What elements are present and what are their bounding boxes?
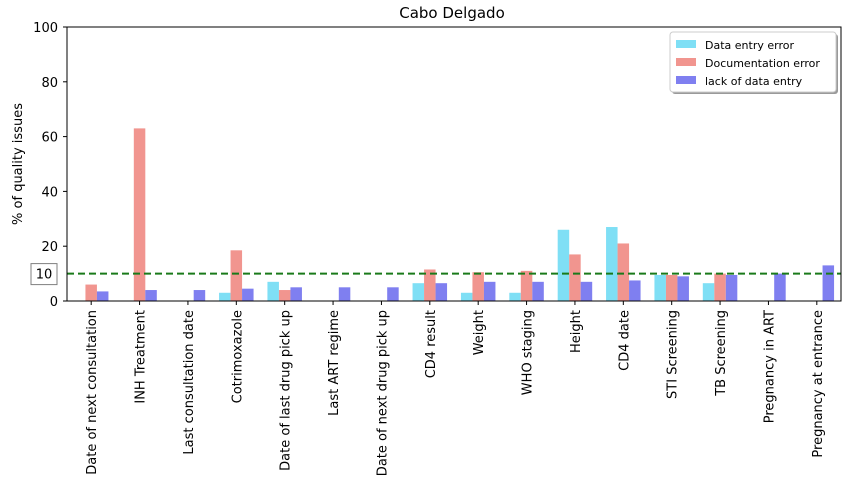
legend-swatch-1 (676, 40, 696, 48)
legend: Data entry error Documentation error lack … (669, 31, 838, 94)
bar-1-12 (606, 227, 618, 301)
chart-title: Cabo Delgado (399, 4, 505, 22)
bars-layer (85, 128, 835, 301)
axes-layer: 0 20 40 60 80 100 Date of next consultation INH… (33, 21, 842, 476)
bar-2-13 (665, 274, 678, 301)
y-tick-label: 100 (33, 21, 58, 36)
bar-3-1 (96, 291, 109, 301)
legend-label-3: lack of data entry (705, 75, 803, 88)
y-tick-label: 40 (41, 185, 58, 200)
bar-3-14 (725, 274, 738, 301)
y-tick-label: 60 (41, 131, 58, 146)
bar-2-8 (424, 269, 436, 301)
bar-1-4 (219, 292, 231, 301)
x-tick-label: Cotrimoxazole (230, 310, 245, 403)
x-tick-label: TB Screening (714, 310, 729, 397)
x-tick-label: Pregnancy at entrance (811, 310, 826, 458)
bar-1-8 (412, 283, 425, 301)
x-tick-label: CD4 date (617, 310, 632, 371)
x-tick-label: Last ART regime (327, 310, 342, 416)
bar-2-5 (278, 290, 291, 301)
bar-2-11 (569, 254, 581, 301)
bar-1-10 (509, 292, 521, 301)
y-tick-label: 0 (50, 295, 58, 310)
bar-1-5 (267, 281, 279, 301)
bar-3-13 (677, 276, 689, 301)
bar-3-9 (483, 281, 496, 301)
bar-1-13 (654, 274, 666, 301)
legend-label-2: Documentation error (705, 57, 820, 70)
y-axis-label: % of quality issues (11, 103, 26, 225)
x-tick-label: Last consultation date (182, 310, 197, 455)
bar-2-9 (472, 272, 484, 301)
bar-3-5 (290, 287, 302, 301)
bar-3-2 (145, 290, 157, 301)
y-tick-label: 80 (41, 76, 58, 91)
x-tick-label: CD4 result (424, 310, 439, 378)
bar-3-8 (435, 283, 448, 301)
bar-3-12 (629, 280, 641, 301)
bar-2-12 (617, 243, 630, 301)
legend-label-1: Data entry error (705, 39, 794, 52)
bar-2-10 (520, 270, 533, 301)
bar-2-14 (714, 273, 726, 301)
bar-2-4 (230, 250, 243, 301)
legend-box (669, 31, 837, 93)
bar-3-6 (338, 287, 351, 301)
bar-1-14 (702, 283, 715, 301)
bar-3-16 (822, 265, 835, 301)
bar-1-9 (460, 292, 473, 301)
bar-3-10 (532, 281, 544, 301)
x-tick-label: Date of last drug pick up (279, 310, 294, 471)
x-tick-label: Pregnancy in ART (762, 310, 777, 423)
reference-line-label: 10 (36, 268, 53, 283)
reference-line-layer: 10 (30, 263, 841, 286)
plot-frame (66, 26, 842, 302)
bar-3-4 (242, 288, 254, 301)
bar-3-7 (387, 287, 399, 301)
bar-1-11 (557, 229, 570, 301)
bar-2-1 (85, 284, 97, 301)
x-tick-label: Height (569, 310, 584, 353)
bar-3-11 (580, 281, 593, 301)
x-tick-label: Date of next consultation (85, 310, 100, 475)
x-tick-label: WHO staging (521, 310, 536, 395)
bar-2-2 (133, 128, 146, 301)
bar-3-15 (774, 273, 786, 301)
y-tick-label: 20 (41, 240, 58, 255)
reference-line-label-box (30, 263, 58, 286)
x-tick-label: INH Treatment (134, 310, 149, 404)
x-tick-label: STI Screening (666, 310, 681, 399)
legend-swatch-3 (676, 76, 696, 84)
x-tick-label: Date of next drug pick up (375, 310, 390, 476)
x-tick-label: Weight (472, 310, 487, 355)
legend-swatch-2 (676, 58, 696, 66)
bar-3-3 (193, 290, 206, 301)
